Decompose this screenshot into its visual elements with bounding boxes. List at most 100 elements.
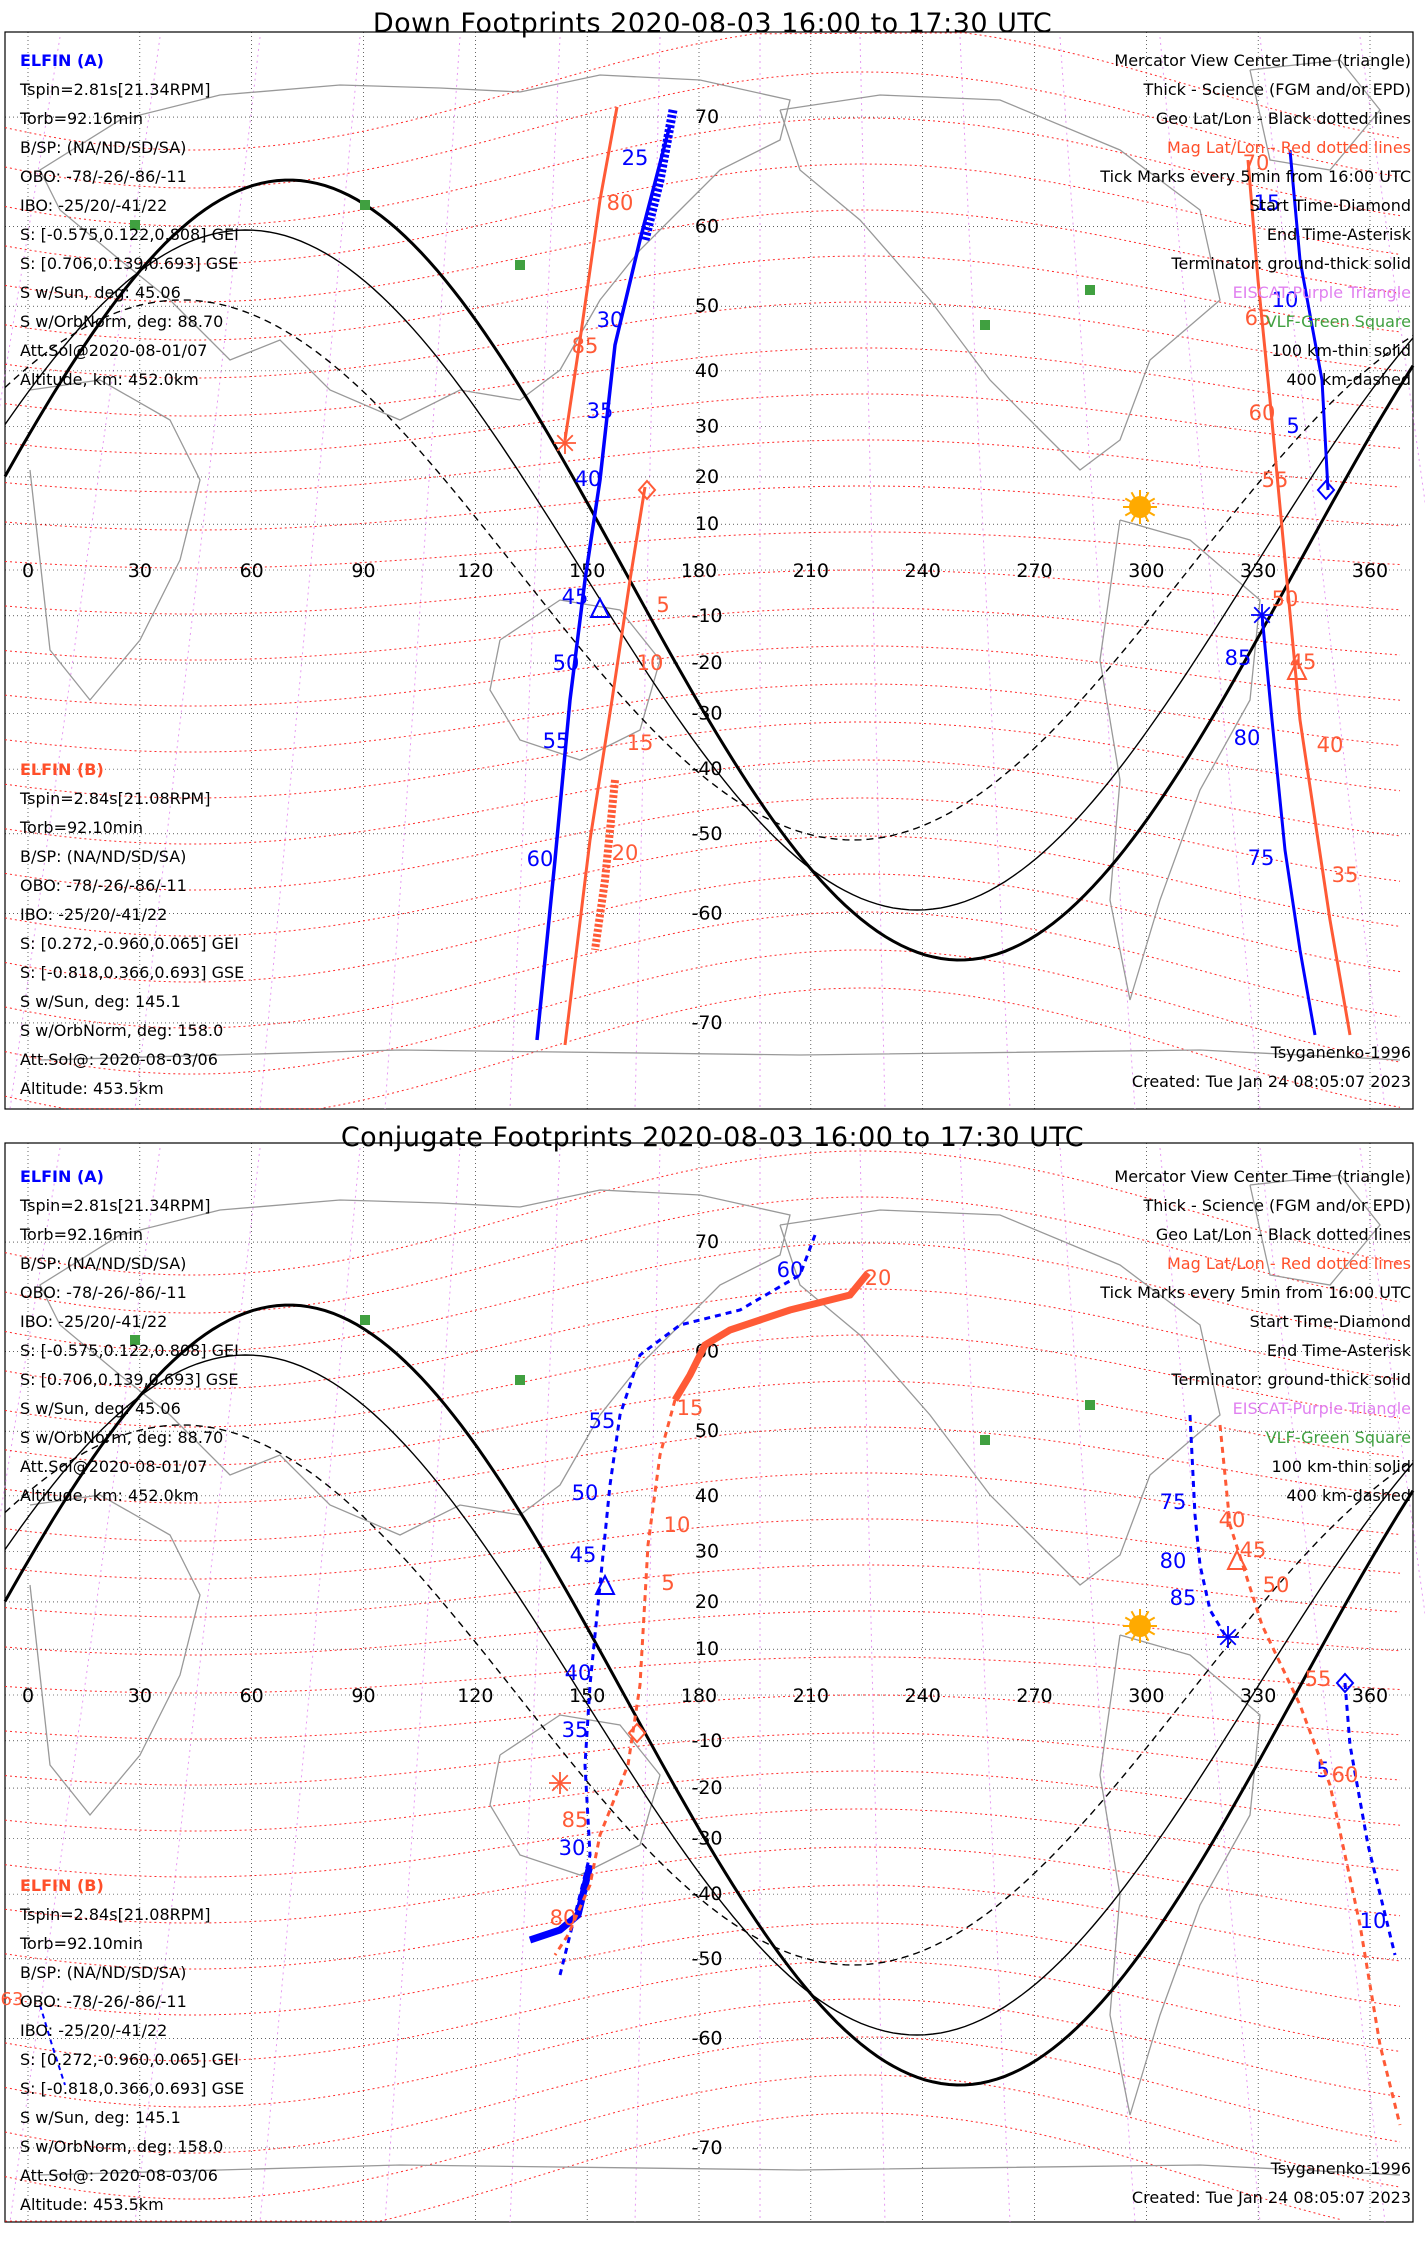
mag-meridian-line [259,36,361,1110]
elfin-b-center-triangle [1226,1548,1248,1570]
elfin-b-tick-label: 80 [550,1906,577,1930]
mag-lat-line [4,607,1401,661]
mag-lat-line [4,721,1401,799]
elfin-b-tick-label: 65 [1245,306,1272,330]
elfin-a-s-gei: S: [-0.575,0.122,0.808] GEI [20,1341,239,1360]
elfin-a-tick-label: 80 [1234,726,1261,750]
elfin-b-science [671,1270,871,1402]
legend-eiscat: EISCAT-Purple Triangle [1232,283,1411,302]
mag-lat-line [4,1472,1401,1542]
elfin-a-tick-label: 55 [589,1409,616,1433]
elfin-b-tick-label: 35 [1332,863,1359,887]
elfin-a-tick-label: 30 [597,308,624,332]
lon-tick-label: 360 [1352,560,1388,582]
elfin-b-alt: Altitude: 453.5km [20,2195,164,2214]
coastline [779,94,1221,471]
elfin-b-tick-label: 15 [627,731,654,755]
elfin-b-tick-label: 55 [1305,1667,1332,1691]
sun-icon [1123,490,1157,524]
elfin-b-end-asterisk [549,1772,571,1794]
lon-tick-label: 120 [457,560,493,582]
elfin-b-tick-label: 80 [607,191,634,215]
vlf-square-icon [1085,1400,1095,1410]
vlf-square-icon [360,200,370,210]
elfin-b-tick-label: 20 [865,1266,892,1290]
mag-meridian-line [859,1147,886,2223]
mag-meridian-line [0,1147,61,1520]
elfin-a-track [558,1234,817,1976]
mag-meridian-line [0,36,61,408]
elfin-b-alt: Altitude: 453.5km [20,1079,164,1098]
elfin-a-info: ELFIN (A) Tspin=2.81s[21.34RPM] Torb=92.… [20,46,239,394]
elfin-b-start-diamond [637,479,657,501]
elfin-b-track [563,106,619,441]
coastline [39,74,791,421]
coastline [1249,59,1381,171]
lat-tick-label: -20 [691,1777,722,1799]
mag-meridian-line [859,36,886,1110]
legend-vlf: VLF-Green Square [1265,312,1411,331]
model-label: Tsyganenko-1996 [1270,2159,1411,2178]
elfin-a-name: ELFIN (A) [20,1167,104,1186]
elfin-a-start-diamond [1316,479,1336,501]
lat-tick-label: -40 [691,1883,722,1905]
terminator-100km [4,1354,1414,2036]
elfin-a-science [640,109,678,242]
lon-tick-label: 240 [905,1685,941,1707]
elfin-a-torb: Torb=92.16min [20,109,143,128]
elfin-a-track [39,2004,66,2086]
mag-lat-line [4,2074,1401,2200]
elfin-a-track [1260,614,1317,1036]
elfin-a-tick-label: 40 [565,1661,592,1685]
elfin-a-tick-label: 35 [562,1718,589,1742]
coastline [1099,519,1261,1001]
created-label: Created: Tue Jan 24 08:05:07 2023 [1131,2188,1411,2207]
elfin-a-tick-label: 35 [587,399,614,423]
legend-thick: Thick - Science (FGM and/or EPD) [1143,1196,1411,1215]
elfin-a-track [1343,1682,1397,1956]
mag-lat-line [4,1846,1401,1924]
lat-tick-label: 70 [695,1231,719,1253]
mag-meridian-line [9,1147,161,2223]
elfin-b-center-triangle [1286,658,1308,680]
elfin-b-obo: OBO: -78/-26/-86/-11 [20,876,187,895]
elfin-b-science [591,779,619,951]
elfin-b-tick-label: 10 [637,651,664,675]
lon-tick-label: 120 [457,1685,493,1707]
elfin-a-tick-label: 50 [553,651,580,675]
elfin-a-alt: Altitude, km: 452.0km [20,370,199,389]
map-frame [4,31,1414,1110]
elfin-a-obo: OBO: -78/-26/-86/-11 [20,167,187,186]
elfin-b-name: ELFIN (B) [20,1876,104,1895]
mag-lat-line [4,2112,1341,2222]
coastline [489,599,661,761]
elfin-a-tick-label: 5 [1286,414,1299,438]
lat-tick-label: -70 [691,1012,722,1034]
coastline [39,2164,1401,2176]
elfin-a-bsp: B/SP: (NA/ND/SD/SA) [20,138,187,157]
panel-conjugate: Conjugate Footprints 2020-08-03 16:00 to… [0,1122,1425,2250]
mag-lat-line [4,393,1401,455]
elfin-b-s-sun: S w/Sun, deg: 145.1 [20,2108,181,2127]
legend-100km: 100 km-thin solid [1271,341,1411,360]
legend-400km: 400 km-dashed [1286,370,1411,389]
elfin-b-tick-label: 15 [677,1396,704,1420]
elfin-a-end-asterisk [1251,604,1273,626]
legend-100km: 100 km-thin solid [1271,1457,1411,1476]
mag-lat-line [4,71,1401,189]
elfin-a-science [528,1864,594,1944]
lat-tick-label: -10 [691,605,722,627]
created-label: Created: Tue Jan 24 08:05:07 2023 [1131,1072,1411,1091]
mag-lat-line [4,347,1401,417]
lat-tick-label: 20 [695,1591,719,1613]
legend-thick: Thick - Science (FGM and/or EPD) [1143,80,1411,99]
elfin-a-tick-label: 85 [1170,1586,1197,1610]
elfin-b-tick-label: 55 [1262,468,1289,492]
vlf-square-icon [515,260,525,270]
elfin-b-s-sun: S w/Sun, deg: 145.1 [20,992,181,1011]
lon-tick-label: 360 [1352,1685,1388,1707]
elfin-b-tick-label: 60 [1332,1763,1359,1787]
elfin-b-s-gei: S: [0.272,-0.960,0.065] GEI [20,2050,239,2069]
mag-lat-line [4,485,1401,531]
lat-tick-label: 50 [695,295,719,317]
